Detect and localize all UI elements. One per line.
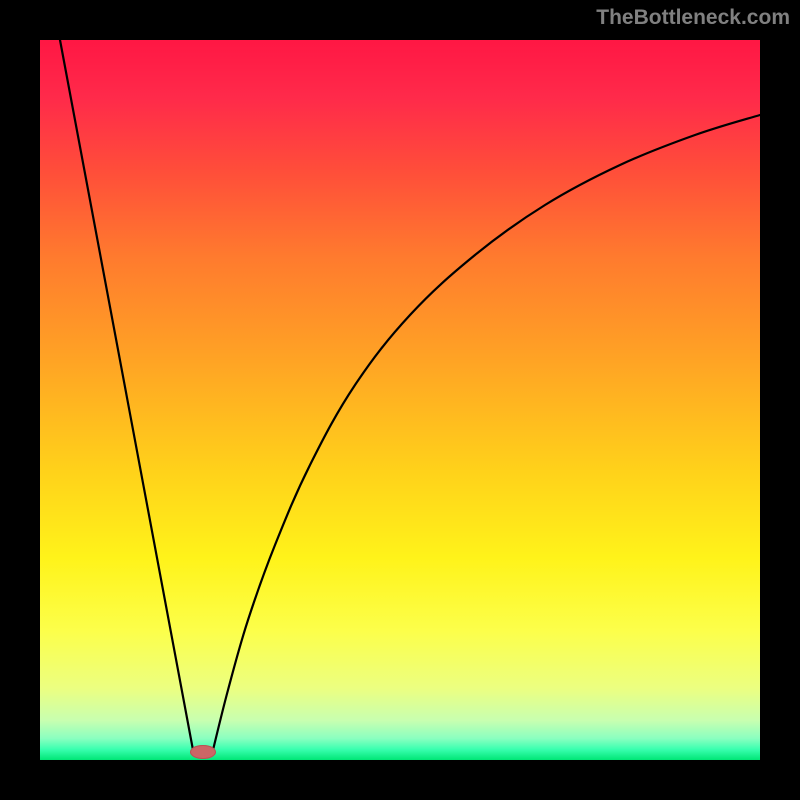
bottleneck-curve	[0, 0, 800, 800]
watermark-text: TheBottleneck.com	[596, 6, 790, 30]
chart-container: TheBottleneck.com	[0, 0, 800, 800]
optimum-marker	[190, 745, 216, 759]
